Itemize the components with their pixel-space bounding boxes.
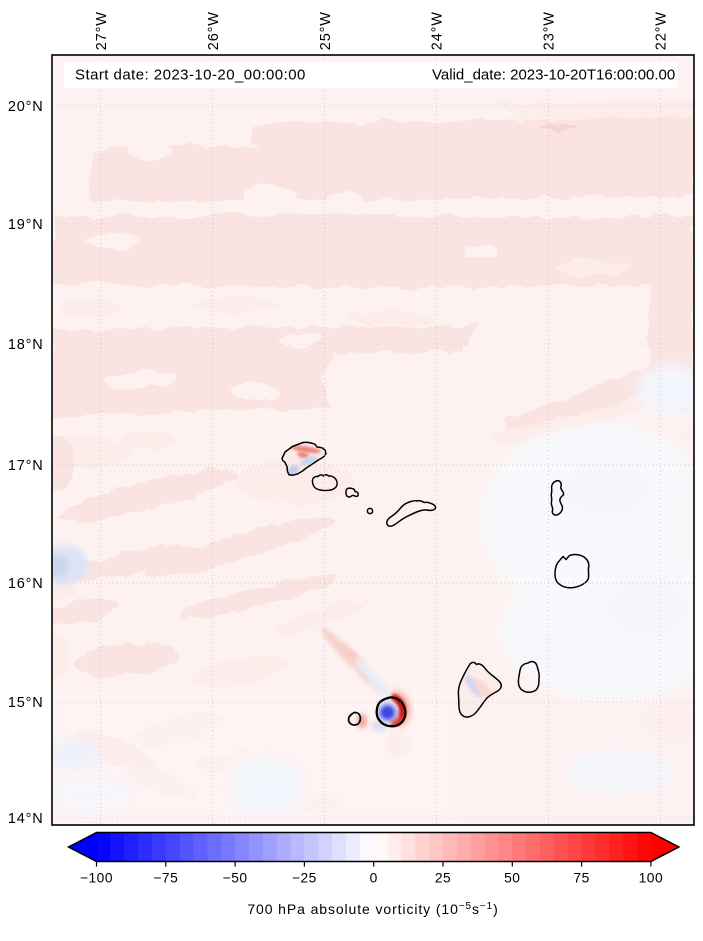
svg-text:25°W: 25°W <box>318 11 334 50</box>
svg-text:19°N: 19°N <box>8 217 44 233</box>
svg-text:25: 25 <box>435 870 451 885</box>
svg-text:22°W: 22°W <box>654 11 670 50</box>
svg-text:27°W: 27°W <box>94 11 110 50</box>
svg-text:50: 50 <box>504 870 520 885</box>
svg-text:−75: −75 <box>153 870 178 885</box>
svg-text:26°W: 26°W <box>206 11 222 50</box>
svg-text:17°N: 17°N <box>8 458 44 474</box>
svg-text:16°N: 16°N <box>8 576 44 592</box>
svg-text:−100: −100 <box>80 870 113 885</box>
svg-text:23°W: 23°W <box>542 11 558 50</box>
svg-text:700 hPa absolute vorticity (10: 700 hPa absolute vorticity (10−5s−1) <box>247 901 498 917</box>
svg-text:18°N: 18°N <box>8 337 44 353</box>
svg-text:20°N: 20°N <box>8 99 44 115</box>
svg-text:−25: −25 <box>292 870 317 885</box>
svg-text:Valid_date: 2023-10-20T16:00:0: Valid_date: 2023-10-20T16:00:00.00 <box>432 67 675 84</box>
svg-text:100: 100 <box>639 870 664 885</box>
svg-text:0: 0 <box>370 870 378 885</box>
svg-text:24°W: 24°W <box>430 11 446 50</box>
svg-text:75: 75 <box>573 870 589 885</box>
svg-text:−50: −50 <box>223 870 248 885</box>
svg-text:15°N: 15°N <box>8 695 44 711</box>
svg-text:Start date: 2023-10-20_00:00:0: Start date: 2023-10-20_00:00:00 <box>75 67 306 84</box>
svg-text:14°N: 14°N <box>8 811 44 827</box>
